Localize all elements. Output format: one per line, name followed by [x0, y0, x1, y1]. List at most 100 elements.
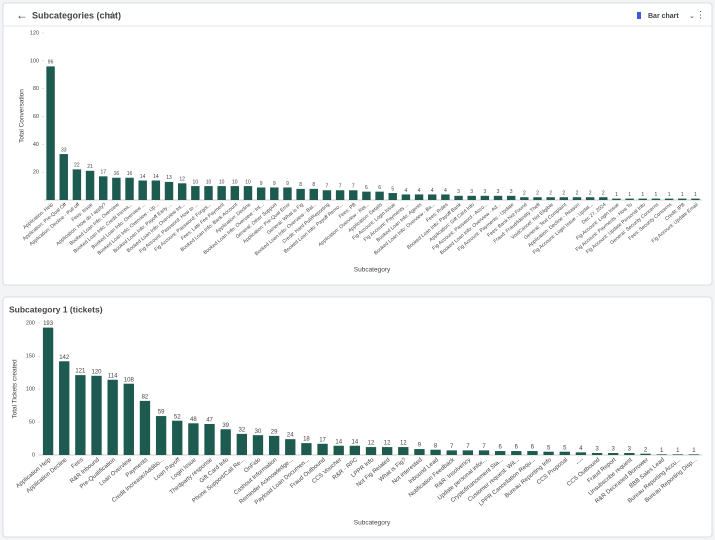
bar — [462, 450, 474, 455]
bar — [230, 186, 240, 200]
value-label: 1 — [692, 448, 696, 454]
bar — [125, 177, 134, 200]
value-label: 1 — [681, 192, 684, 198]
value-label: 3 — [628, 447, 632, 453]
value-label: 4 — [579, 446, 583, 452]
bar — [543, 451, 554, 455]
bar — [139, 400, 151, 455]
value-label: 1 — [655, 192, 658, 198]
value-label: 24 — [287, 433, 294, 439]
y-tick-label: 80 — [33, 86, 39, 92]
value-label: 2 — [549, 191, 552, 197]
x-tick-label: ---- — [575, 457, 585, 467]
card — [2, 2, 713, 286]
value-label: 5 — [391, 186, 394, 192]
chart-icon — [637, 12, 641, 19]
dropdown-arrow[interactable]: ⌄ — [689, 13, 695, 20]
value-label: 1 — [694, 192, 697, 198]
value-label: 14 — [335, 439, 342, 445]
bar — [191, 186, 200, 200]
value-label: 2 — [644, 447, 648, 453]
bar — [398, 447, 409, 455]
back-button[interactable]: ← — [16, 8, 28, 22]
bar — [204, 423, 215, 455]
value-label: 4 — [418, 188, 421, 194]
bar — [333, 445, 344, 455]
menu-button[interactable]: ⋮ — [696, 9, 705, 19]
bar — [188, 423, 199, 455]
value-label: 16 — [114, 171, 120, 177]
bar — [678, 198, 687, 200]
bar — [362, 191, 371, 200]
value-label: 14 — [140, 174, 146, 180]
value-label: 2 — [536, 191, 539, 197]
bar — [270, 187, 279, 200]
value-label: 1 — [641, 192, 644, 198]
value-label: 2 — [523, 191, 526, 197]
bar — [204, 186, 213, 200]
bar — [296, 188, 305, 200]
value-label: 3 — [483, 189, 486, 195]
y-tick-label: 200 — [26, 320, 35, 326]
value-label: 114 — [108, 373, 118, 379]
value-label: 13 — [166, 175, 172, 181]
bar — [177, 183, 187, 200]
value-label: 7 — [466, 444, 470, 450]
bar — [42, 327, 54, 455]
bar — [640, 453, 651, 455]
value-label: 3 — [595, 447, 599, 453]
bar — [220, 429, 231, 455]
value-label: 8 — [299, 182, 302, 188]
bar — [467, 195, 476, 200]
bar — [322, 190, 332, 200]
bar — [625, 198, 634, 200]
value-label: 22 — [74, 163, 80, 169]
chart-title: Subcategory 1 (tickets) — [9, 304, 103, 314]
bar — [691, 198, 700, 200]
value-label: 7 — [482, 444, 486, 450]
value-label: 121 — [75, 369, 86, 375]
bar — [59, 361, 70, 455]
bar — [243, 186, 253, 200]
bar — [533, 197, 542, 200]
value-label: 1 — [668, 192, 671, 198]
bar — [480, 195, 490, 200]
value-label: 2 — [576, 191, 579, 197]
value-label: 33 — [61, 147, 67, 153]
favorite-star[interactable]: ☆ — [108, 11, 117, 22]
value-label: 3 — [497, 189, 500, 195]
bar — [365, 447, 377, 455]
view-selector[interactable]: Bar chart — [648, 13, 679, 20]
value-label: 9 — [273, 181, 276, 187]
y-tick-label: 120 — [30, 30, 39, 36]
bar — [91, 375, 102, 455]
value-label: 10 — [219, 179, 225, 185]
bar — [546, 197, 555, 200]
bar — [651, 198, 661, 200]
bar — [428, 194, 437, 200]
value-label: 2 — [562, 191, 565, 197]
value-label: 3 — [612, 447, 616, 453]
bar — [624, 453, 635, 455]
bar — [283, 187, 292, 200]
value-label: 5 — [563, 445, 567, 451]
value-label: 6 — [498, 445, 502, 451]
bar — [285, 439, 296, 455]
bar — [85, 170, 95, 200]
value-label: 7 — [352, 184, 355, 190]
value-label: 6 — [531, 445, 535, 451]
bar — [256, 187, 266, 200]
value-label: 1 — [628, 192, 631, 198]
value-label: 6 — [365, 185, 368, 191]
bar — [268, 435, 280, 455]
value-label: 59 — [158, 410, 165, 416]
bar — [112, 177, 121, 200]
y-tick-label: 60 — [33, 114, 39, 120]
value-label: 6 — [378, 185, 381, 191]
bar — [495, 451, 506, 455]
value-label: 4 — [431, 188, 434, 194]
value-label: 10 — [206, 179, 212, 185]
value-label: 12 — [400, 441, 407, 447]
value-label: 47 — [206, 418, 213, 424]
card — [2, 296, 713, 538]
